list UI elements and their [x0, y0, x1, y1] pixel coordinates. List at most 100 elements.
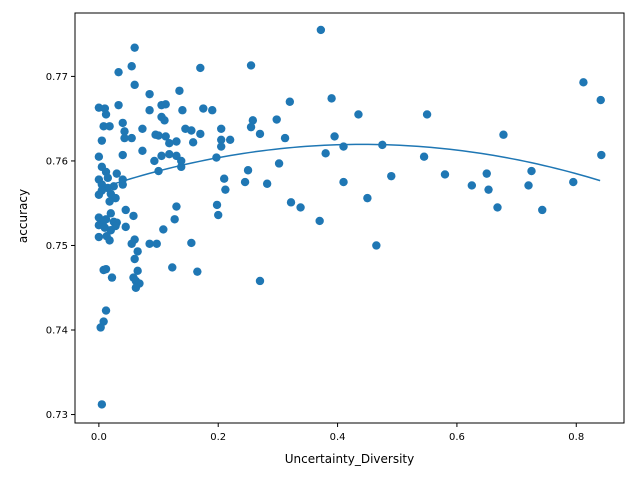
- data-point-14: [114, 100, 123, 110]
- data-point-133: [372, 241, 381, 250]
- y-tick-label: 0.73: [46, 410, 68, 421]
- data-point-38: [120, 127, 129, 136]
- data-point-55: [339, 142, 348, 151]
- data-point-140: [193, 267, 202, 276]
- data-point-76: [482, 169, 491, 178]
- data-point-7: [596, 95, 605, 105]
- data-point-137: [99, 265, 108, 275]
- data-point-1: [130, 43, 139, 52]
- data-point-81: [240, 177, 250, 187]
- data-point-57: [138, 146, 147, 155]
- data-point-116: [170, 215, 179, 224]
- data-point-59: [94, 152, 104, 161]
- data-point-129: [127, 239, 136, 248]
- data-point-105: [296, 203, 305, 212]
- data-point-65: [419, 152, 429, 161]
- data-point-111: [214, 210, 223, 220]
- x-tick-label: 0.0: [91, 432, 107, 443]
- data-point-108: [538, 205, 547, 215]
- data-point-106: [493, 203, 502, 212]
- data-point-64: [321, 149, 330, 158]
- data-point-60: [118, 150, 127, 160]
- data-point-25: [160, 116, 169, 125]
- data-point-150: [97, 400, 107, 409]
- data-point-121: [121, 222, 130, 232]
- x-tick-label: 0.6: [449, 432, 465, 443]
- data-point-6: [579, 78, 588, 87]
- data-point-26: [118, 118, 127, 128]
- data-point-77: [527, 166, 536, 176]
- data-point-67: [150, 156, 159, 166]
- data-point-144: [255, 276, 265, 286]
- data-point-61: [165, 149, 174, 159]
- data-point-90: [262, 179, 272, 188]
- data-point-31: [105, 122, 114, 131]
- x-tick-label: 0.4: [330, 432, 346, 443]
- data-point-44: [120, 133, 129, 143]
- data-point-66: [597, 150, 606, 160]
- data-point-84: [103, 173, 113, 183]
- data-point-102: [286, 198, 296, 207]
- y-tick-label: 0.76: [46, 156, 68, 167]
- data-point-73: [243, 166, 253, 175]
- data-point-104: [172, 202, 181, 211]
- data-point-49: [217, 135, 226, 144]
- data-point-101: [105, 197, 114, 206]
- plot-frame: [74, 12, 625, 424]
- data-point-71: [177, 162, 186, 172]
- data-point-18: [208, 106, 217, 115]
- data-point-130: [145, 239, 154, 248]
- data-point-75: [440, 170, 450, 179]
- data-point-42: [161, 132, 170, 141]
- data-point-92: [524, 181, 533, 190]
- data-point-20: [178, 106, 187, 115]
- data-point-19: [145, 106, 154, 115]
- data-point-52: [97, 136, 107, 145]
- data-point-117: [315, 216, 324, 226]
- y-axis-ticks: 0.73 0.74 0.75 0.76 0.77: [46, 72, 75, 421]
- x-tick-label: 0.2: [210, 432, 226, 443]
- data-point-5: [246, 61, 256, 70]
- data-point-109: [106, 209, 116, 218]
- data-point-48: [188, 138, 198, 147]
- data-point-22: [422, 110, 432, 119]
- data-point-93: [569, 177, 578, 187]
- data-point-37: [255, 129, 265, 139]
- data-point-23: [101, 110, 111, 119]
- data-point-131: [152, 239, 161, 248]
- y-tick-label: 0.75: [46, 241, 68, 252]
- data-point-40: [499, 130, 508, 139]
- data-point-28: [272, 115, 281, 124]
- data-point-125: [94, 232, 104, 242]
- data-point-36: [246, 122, 256, 132]
- data-point-2: [114, 67, 123, 77]
- data-point-80: [219, 174, 229, 183]
- data-point-53: [165, 138, 174, 148]
- y-tick-label: 0.74: [46, 326, 68, 337]
- x-axis-label: Uncertainty_Diversity: [285, 452, 415, 466]
- data-point-35: [217, 124, 226, 134]
- data-point-82: [339, 177, 348, 187]
- data-point-79: [112, 169, 121, 178]
- data-point-107: [121, 205, 130, 215]
- data-point-95: [94, 190, 104, 199]
- data-point-135: [130, 254, 139, 264]
- data-point-47: [172, 137, 181, 146]
- data-point-97: [221, 185, 230, 194]
- data-point-39: [196, 129, 205, 139]
- data-point-69: [274, 159, 284, 168]
- data-point-34: [187, 126, 196, 135]
- data-points: [94, 25, 606, 409]
- data-point-46: [154, 131, 163, 140]
- x-axis-ticks: 0.0 0.2 0.4 0.6 0.8: [91, 423, 584, 443]
- data-point-132: [187, 238, 196, 248]
- data-point-32: [138, 124, 147, 134]
- data-point-0: [316, 25, 326, 35]
- data-point-9: [175, 86, 184, 95]
- data-point-21: [354, 110, 363, 119]
- y-axis-label: accuracy: [16, 189, 30, 243]
- data-point-43: [330, 132, 339, 141]
- data-point-30: [99, 122, 108, 131]
- data-point-10: [145, 89, 154, 99]
